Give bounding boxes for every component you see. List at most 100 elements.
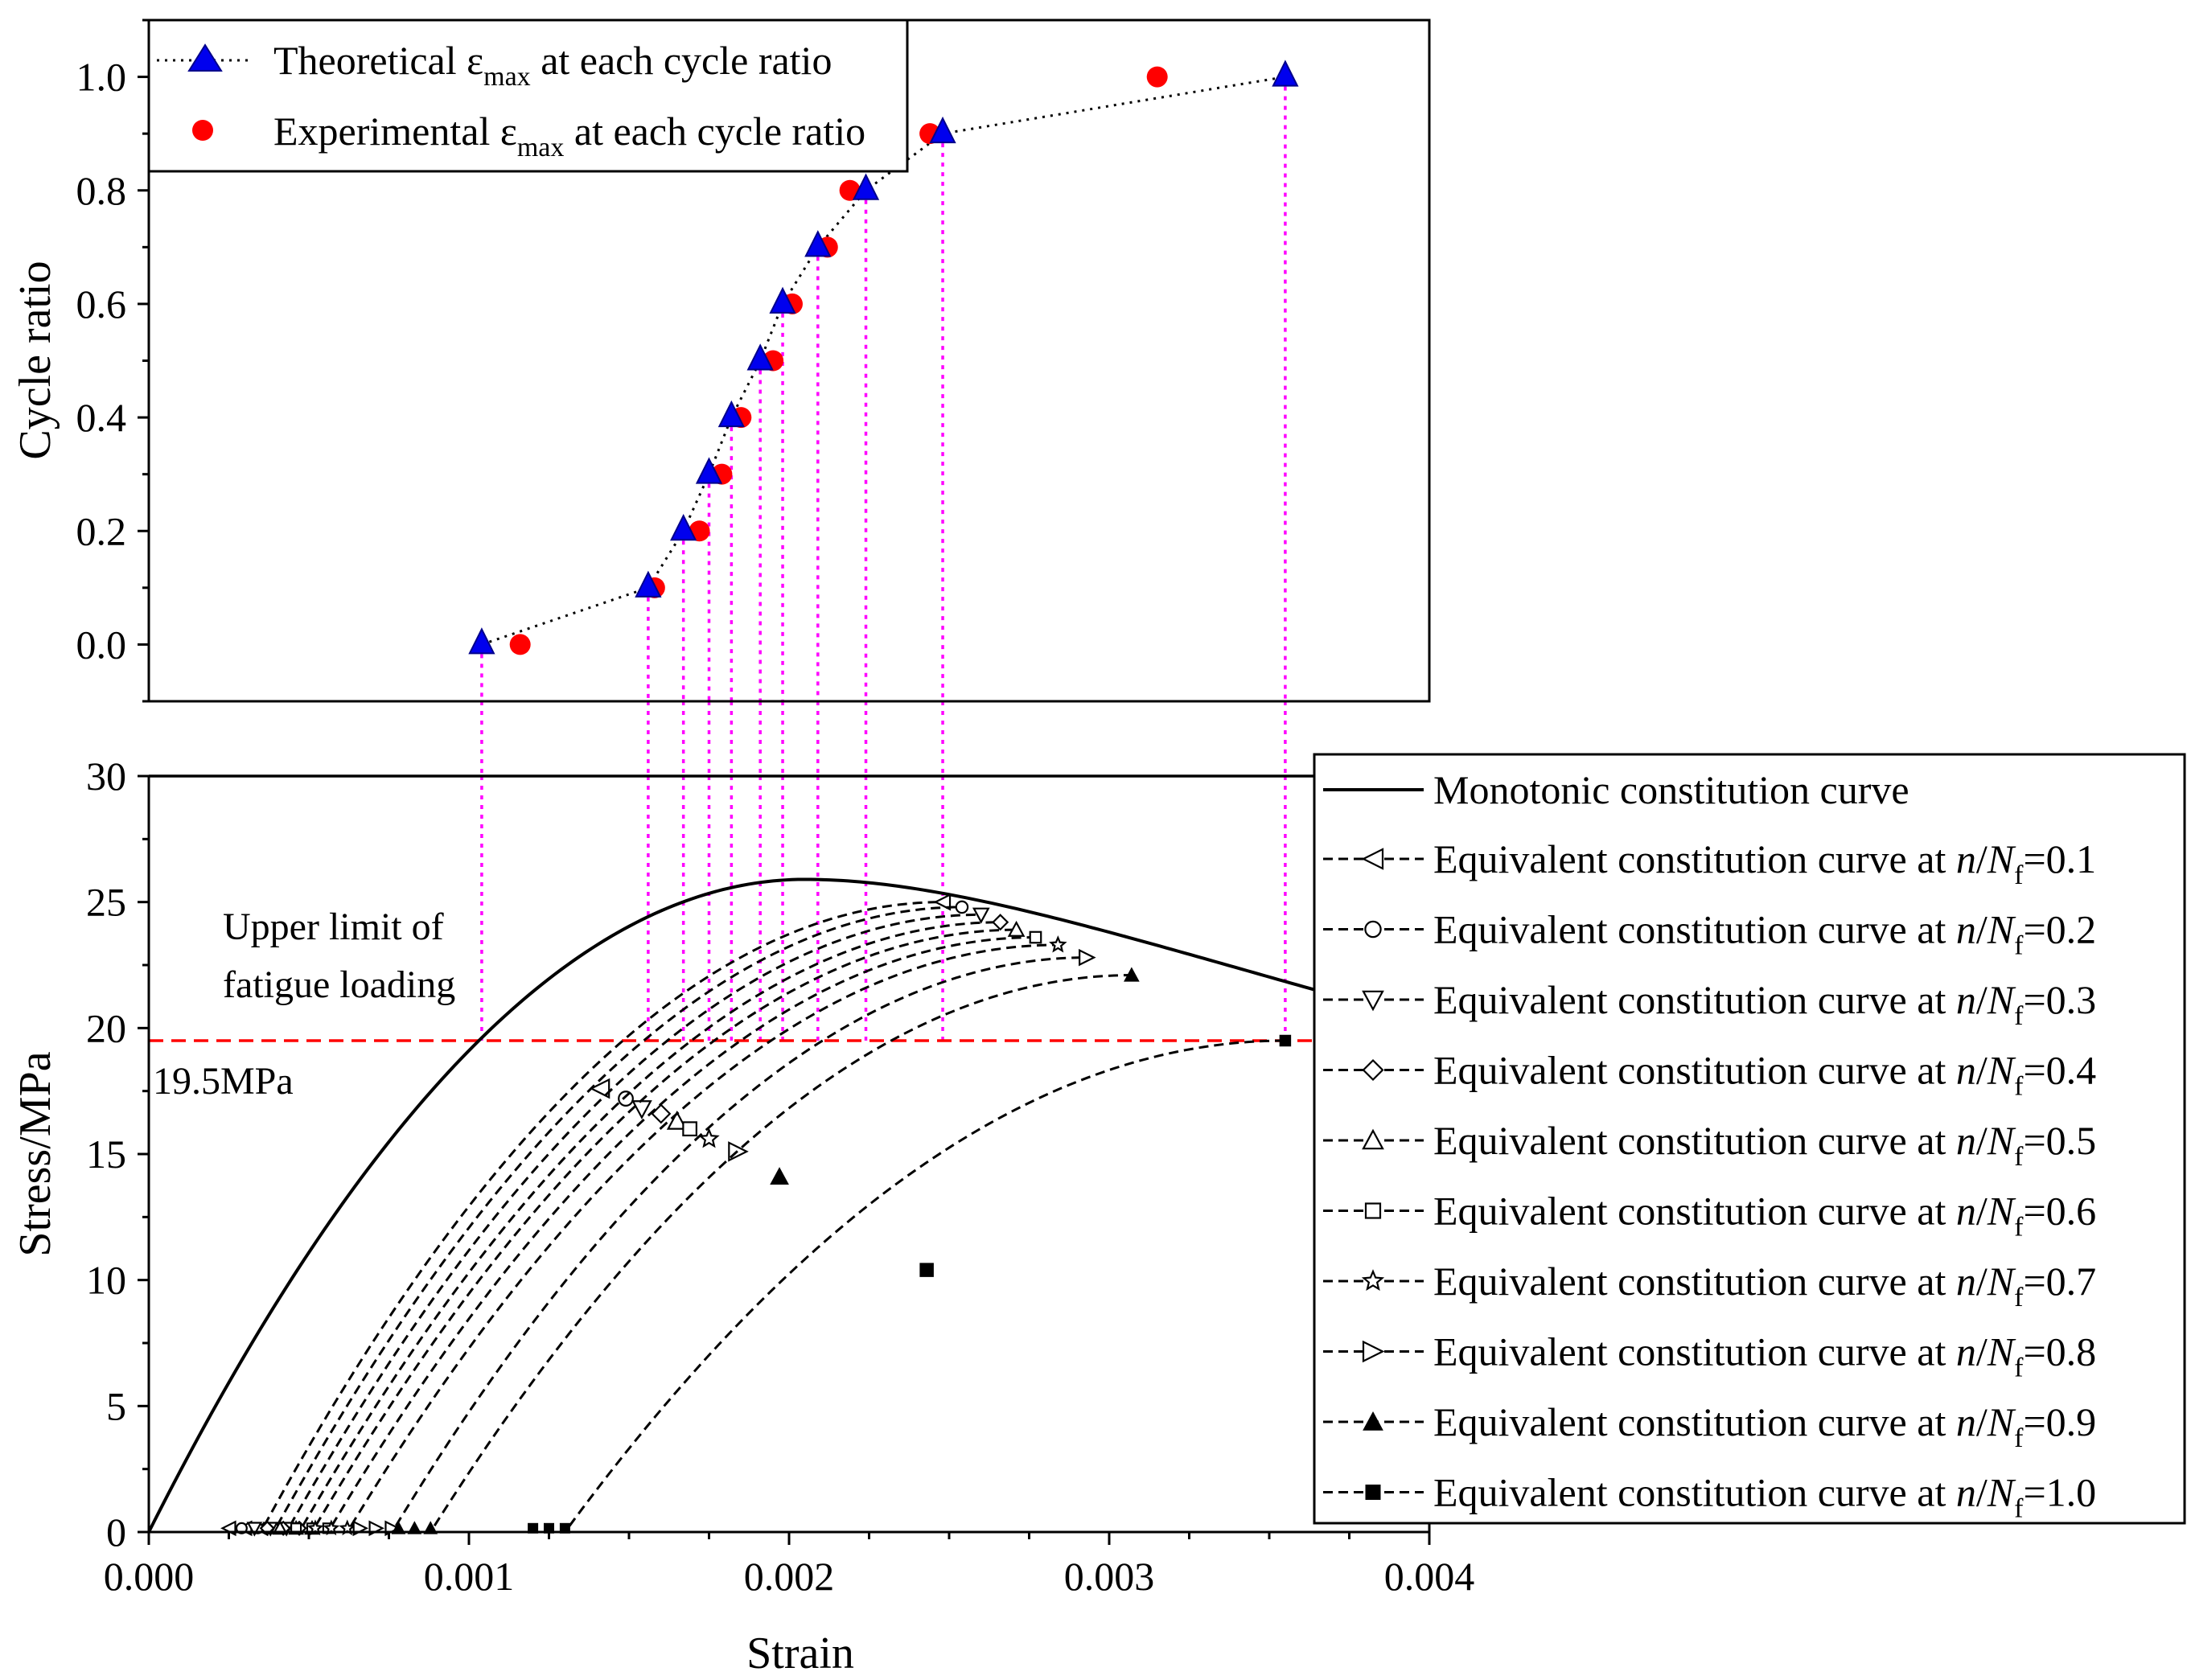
legend-label-part: f (2014, 1283, 2024, 1312)
legend-equivalent-label-0.1: Equivalent constitution curve at n/Nf=0.… (1433, 836, 2096, 890)
legend-label-part: n (1956, 1118, 1976, 1163)
equivalent-peak-marker-0.1-shape (933, 893, 952, 911)
legend-label-part: =0.5 (2023, 1118, 2096, 1163)
bottom-x-tick-label: 0.002 (744, 1554, 835, 1599)
equivalent-curve-0.1 (222, 901, 943, 1534)
legend-label-part: =0.2 (2023, 907, 2096, 952)
legend-monotonic-label: Monotonic constitution curve (1433, 767, 1910, 812)
equivalent-base-marker-0.9-shape (407, 1521, 422, 1534)
legend-label-part: =0.9 (2023, 1399, 2096, 1444)
top-series (468, 60, 1299, 655)
legend-label-part: f (2014, 931, 2024, 961)
equivalent-curve-0.9 (392, 974, 1132, 1534)
experimental-point (1146, 66, 1168, 88)
legend-label-part: / (1976, 1259, 1988, 1304)
equivalent-curve-0.7 (309, 943, 1059, 1534)
top-legend: Theoretical εmax at each cycle ratio Exp… (147, 18, 909, 173)
legend-equivalent-marker-0.7-shape (1361, 1269, 1385, 1292)
equivalent-base-marker-0.3-shape (246, 1522, 263, 1537)
legend-equivalent-label-1.0: Equivalent constitution curve at n/Nf=1.… (1433, 1470, 2096, 1524)
equivalent-curve-0.4 (261, 921, 1001, 1534)
legend-label-part: N (1987, 1470, 2016, 1515)
legend-label-part: N (1987, 1259, 2016, 1304)
legend-equivalent-label-0.7: Equivalent constitution curve at n/Nf=0.… (1433, 1259, 2096, 1312)
legend-experimental-label: Experimental εmax at each cycle ratio (273, 109, 865, 162)
legend-label-part: N (1987, 1329, 2016, 1374)
legend-equivalent-marker-0.6 (1364, 1202, 1382, 1219)
legend-label-part: n (1956, 1259, 1976, 1304)
legend-label-part: Equivalent constitution curve at (1433, 1329, 1956, 1374)
legend-equivalent-marker-1.0 (1365, 1485, 1381, 1500)
equivalent-peak-marker-0.3 (972, 907, 990, 924)
legend-equivalent-marker-0.2 (1364, 920, 1382, 939)
bottom-x-tick-label: 0.001 (424, 1554, 515, 1599)
legend-label-part: n (1956, 977, 1976, 1022)
equivalent-peak-marker-0.4 (992, 914, 1009, 931)
equivalent-peak-marker-0.8-shape (1079, 948, 1096, 967)
equivalent-peak-marker-0.3-shape (972, 907, 990, 924)
legend-theoretical-marker (187, 43, 223, 72)
top-y-ticks: 0.0 0.2 0.4 0.6 0.8 1.0 (76, 18, 149, 703)
legend-label-part: N (1987, 907, 2016, 952)
equivalent-marker-1.0 (919, 1263, 934, 1277)
equivalent-base-marker-0.9-shape (391, 1521, 406, 1534)
equivalent-peak-marker-0.5 (1007, 920, 1026, 937)
legend-equivalent-label-0.6: Equivalent constitution curve at n/Nf=0.… (1433, 1189, 2096, 1243)
legend-label-part: n (1956, 836, 1976, 881)
bottom-ticks: 0.000 0.001 0.002 0.003 0.004 0 5 10 15 20 25 30 (86, 754, 1474, 1599)
legend-label-part: Equivalent constitution curve at (1433, 977, 1956, 1022)
top-y-tick-label: 1.0 (76, 55, 127, 100)
legend-equivalent-label-0.5: Equivalent constitution curve at n/Nf=0.… (1433, 1118, 2096, 1172)
legend-label-part: Equivalent constitution curve at (1433, 1118, 1956, 1163)
top-y-tick-label: 0.4 (76, 395, 127, 440)
equivalent-peak-marker-0.1 (933, 893, 952, 911)
legend-label-part: n (1956, 1470, 1976, 1515)
legend-equivalent-marker-1.0-shape (1365, 1485, 1381, 1500)
legend-label-part: f (2014, 1072, 2024, 1102)
legend-label-part: N (1987, 977, 2016, 1022)
equivalent-peak-marker-0.8 (1079, 948, 1096, 967)
upper-limit-label-line1: Upper limit of (223, 906, 444, 948)
legend-label-part: Equivalent constitution curve at (1433, 1048, 1956, 1093)
legend-equivalent-label-0.9: Equivalent constitution curve at n/Nf=0.… (1433, 1399, 2096, 1453)
legend-label-part: =0.4 (2023, 1048, 2096, 1093)
bottom-x-tick-label: 0.000 (104, 1554, 195, 1599)
legend-label-part: =0.3 (2023, 977, 2096, 1022)
equivalent-base-marker-0.3 (246, 1522, 263, 1537)
legend-label-part: =0.8 (2023, 1329, 2096, 1374)
legend-equivalent-marker-0.3 (1362, 990, 1384, 1012)
bottom-panel: 0.000 0.001 0.002 0.003 0.004 0 5 10 15 20 25 30 Up… (10, 753, 2186, 1678)
equivalent-marker-0.6 (682, 1121, 697, 1137)
legend-label-part: N (1987, 1118, 2016, 1163)
legend-label-part: / (1976, 1470, 1988, 1515)
legend-label-part: N (1987, 836, 2016, 881)
equivalent-marker-0.6-shape (682, 1121, 697, 1137)
legend-label-part: n (1956, 907, 1976, 952)
top-panel: 0.0 0.2 0.4 0.6 0.8 1.0 Cycle ratio Theoretic… (10, 18, 1431, 776)
legend-equivalent-label-0.2: Equivalent constitution curve at n/Nf=0.… (1433, 907, 2096, 961)
equivalent-peak-marker-0.7 (1049, 935, 1067, 953)
theoretical-point (670, 514, 697, 541)
legend-equivalent-marker-0.2-shape (1364, 920, 1382, 939)
equivalent-curve-0.2 (235, 906, 962, 1534)
bottom-legend: Monotonic constitution curve Equivalent … (1313, 753, 2186, 1525)
legend-label-part: / (1976, 1048, 1988, 1093)
legend-label-part: / (1976, 907, 1988, 952)
legend-equivalent-entries: Equivalent constitution curve at n/Nf=0.… (1323, 836, 2096, 1524)
legend-label-part: =0.1 (2023, 836, 2096, 881)
legend-label-part: Equivalent constitution curve at (1433, 1259, 1956, 1304)
theoretical-point (468, 627, 495, 655)
legend-equivalent-marker-0.3-shape (1362, 990, 1384, 1012)
equivalent-peak-marker-0.2 (955, 900, 969, 914)
legend-label-part: f (2014, 1423, 2024, 1453)
legend-equivalent-marker-0.5-shape (1362, 1128, 1384, 1150)
legend-label-part: Equivalent constitution curve at (1433, 1189, 1956, 1234)
stress-value-label: 19.5MPa (153, 1060, 294, 1103)
top-legend-box (147, 18, 909, 173)
legend-label-part: =0.6 (2023, 1189, 2096, 1234)
equivalent-base-marker-0.5 (272, 1519, 289, 1535)
equivalent-marker-1.0-shape (919, 1263, 934, 1277)
legend-label-part: f (2014, 1353, 2024, 1383)
equivalent-base-marker-0.9 (423, 1521, 438, 1534)
legend-theoretical-label: Theoretical εmax at each cycle ratio (273, 38, 832, 92)
